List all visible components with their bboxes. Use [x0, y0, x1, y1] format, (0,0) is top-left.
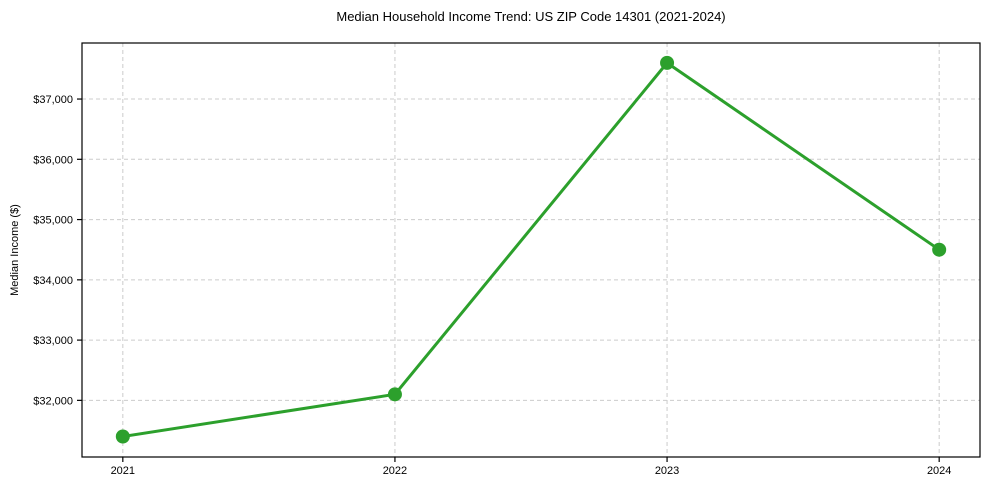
y-tick-label: $36,000: [33, 154, 73, 166]
data-point-marker: [387, 387, 402, 402]
chart-title: Median Household Income Trend: US ZIP Co…: [336, 9, 726, 24]
plot-border: [81, 42, 981, 458]
plot-background: [82, 43, 980, 457]
data-point-marker: [115, 429, 130, 444]
x-tick-label: 2024: [927, 465, 951, 477]
x-tick-label: 2022: [383, 465, 407, 477]
y-tick-label: $37,000: [33, 94, 73, 106]
series-line: [121, 61, 941, 439]
y-tick-label: $34,000: [33, 275, 73, 287]
data-point-marker: [660, 55, 675, 70]
y-tick-label: $35,000: [33, 215, 73, 227]
x-tick-label: 2021: [111, 465, 135, 477]
y-tick-label: $33,000: [33, 335, 73, 347]
y-tick-label: $32,000: [33, 395, 73, 407]
x-tick-label: 2023: [655, 465, 679, 477]
data-point-marker: [932, 242, 947, 257]
